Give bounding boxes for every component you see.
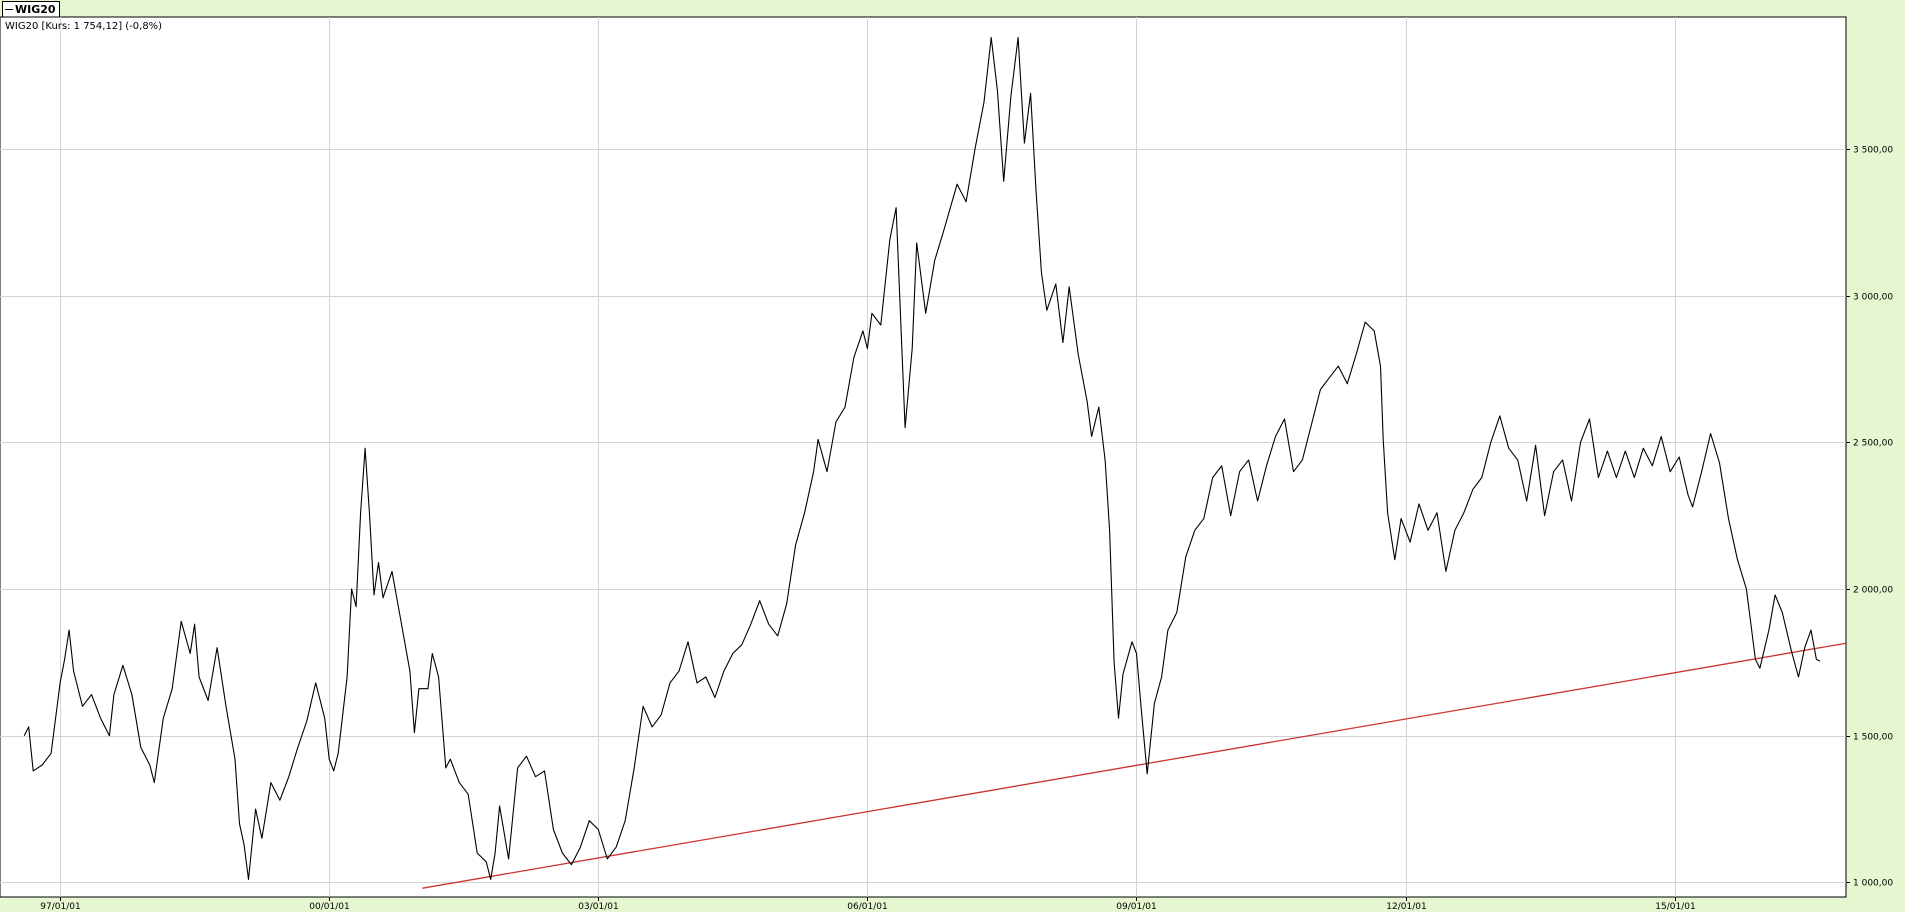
line-swatch-icon bbox=[5, 9, 13, 10]
y-tick-label: 2 000,00 bbox=[1853, 586, 1893, 596]
trend-layer bbox=[422, 642, 1847, 889]
y-tick-label: 1 500,00 bbox=[1853, 733, 1893, 743]
price-line-layer bbox=[23, 36, 1821, 880]
x-tick-label: 06/01/01 bbox=[847, 902, 887, 912]
price-line bbox=[23, 36, 1821, 880]
x-tick-label: 97/01/01 bbox=[40, 902, 80, 912]
y-tick-label: 3 500,00 bbox=[1853, 146, 1893, 156]
y-tick-label: 1 000,00 bbox=[1853, 879, 1893, 889]
y-tick-label: 2 500,00 bbox=[1853, 439, 1893, 449]
grid bbox=[0, 17, 1846, 897]
x-tick-label: 00/01/01 bbox=[309, 902, 349, 912]
x-axis: 97/01/01 00/01/01 03/01/01 06/01/01 09/01/01… bbox=[40, 897, 1696, 912]
instrument-info-label: WIG20 [Kurs: 1 754,12] (-0,8%) bbox=[5, 21, 162, 32]
y-axis: 1 000,00 1 500,00 2 000,00 2 500,00 3 000,00… bbox=[1846, 146, 1893, 889]
x-tick-label: 12/01/01 bbox=[1386, 902, 1426, 912]
instrument-tab-label: WIG20 bbox=[15, 3, 56, 16]
x-tick-label: 03/01/01 bbox=[578, 902, 618, 912]
x-tick-label: 09/01/01 bbox=[1116, 902, 1156, 912]
x-tick-label: 15/01/01 bbox=[1655, 902, 1695, 912]
trend-line bbox=[422, 642, 1847, 889]
plot-area bbox=[0, 16, 1847, 898]
y-tick-label: 3 000,00 bbox=[1853, 293, 1893, 303]
